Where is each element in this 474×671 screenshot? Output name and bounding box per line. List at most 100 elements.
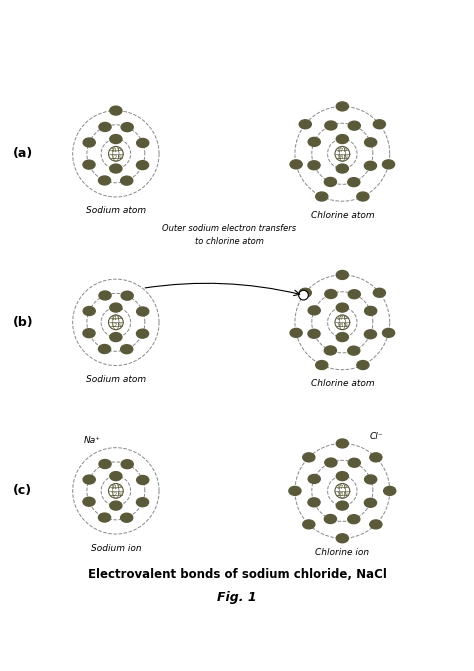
Text: (c): (c) <box>13 484 32 497</box>
Ellipse shape <box>99 344 110 354</box>
Ellipse shape <box>324 346 337 355</box>
Ellipse shape <box>383 486 396 495</box>
Ellipse shape <box>290 160 302 169</box>
Text: Sodium ion: Sodium ion <box>91 544 141 552</box>
Text: Chlorine atom: Chlorine atom <box>310 211 374 219</box>
Ellipse shape <box>308 161 320 170</box>
Ellipse shape <box>365 161 376 170</box>
Text: Na⁺: Na⁺ <box>83 436 100 445</box>
Ellipse shape <box>110 472 122 480</box>
Ellipse shape <box>121 460 133 468</box>
Ellipse shape <box>374 119 385 129</box>
Ellipse shape <box>303 520 315 529</box>
Ellipse shape <box>299 289 311 297</box>
Ellipse shape <box>383 160 394 169</box>
Ellipse shape <box>308 138 320 146</box>
Ellipse shape <box>336 472 348 480</box>
Ellipse shape <box>83 329 95 338</box>
Ellipse shape <box>383 328 394 338</box>
Ellipse shape <box>99 513 110 522</box>
Ellipse shape <box>110 333 122 342</box>
Ellipse shape <box>348 458 360 467</box>
Ellipse shape <box>365 307 377 315</box>
Ellipse shape <box>110 501 122 510</box>
Text: Fig. 1: Fig. 1 <box>217 590 257 604</box>
Text: Cl⁻: Cl⁻ <box>370 432 383 441</box>
Ellipse shape <box>357 360 369 370</box>
Circle shape <box>299 291 309 300</box>
Text: Sodium atom: Sodium atom <box>86 207 146 215</box>
Text: (a): (a) <box>13 148 33 160</box>
Ellipse shape <box>348 178 360 187</box>
Ellipse shape <box>121 176 133 185</box>
Ellipse shape <box>348 290 360 299</box>
Ellipse shape <box>137 160 148 170</box>
Ellipse shape <box>137 476 149 484</box>
Ellipse shape <box>324 515 337 523</box>
Ellipse shape <box>336 439 348 448</box>
Text: 11P
12N: 11P 12N <box>110 148 122 160</box>
Ellipse shape <box>137 329 148 338</box>
Text: Electrovalent bonds of sodium chloride, NaCl: Electrovalent bonds of sodium chloride, … <box>88 568 386 580</box>
Ellipse shape <box>121 123 133 132</box>
Ellipse shape <box>325 289 337 299</box>
Ellipse shape <box>336 102 348 111</box>
Ellipse shape <box>83 160 95 169</box>
Ellipse shape <box>336 333 348 342</box>
Text: 11P
12N: 11P 12N <box>110 485 122 497</box>
Ellipse shape <box>370 520 382 529</box>
Ellipse shape <box>99 123 111 132</box>
Ellipse shape <box>121 291 133 300</box>
Ellipse shape <box>83 475 95 484</box>
Text: Chlorine ion: Chlorine ion <box>315 548 369 557</box>
Ellipse shape <box>336 135 348 144</box>
Ellipse shape <box>365 329 376 339</box>
Ellipse shape <box>303 453 315 462</box>
Text: 17P
18N: 17P 18N <box>337 148 348 160</box>
Ellipse shape <box>336 303 348 312</box>
Text: Sodium atom: Sodium atom <box>86 375 146 384</box>
Ellipse shape <box>336 270 348 279</box>
Text: Outer sodium electron transfers
to chlorine atom: Outer sodium electron transfers to chlor… <box>162 225 296 246</box>
Ellipse shape <box>83 138 95 147</box>
Ellipse shape <box>121 513 133 522</box>
Text: 17P
18N: 17P 18N <box>337 485 348 497</box>
Ellipse shape <box>365 475 377 484</box>
Ellipse shape <box>324 177 337 187</box>
Ellipse shape <box>365 499 376 507</box>
Ellipse shape <box>348 346 360 355</box>
Ellipse shape <box>83 497 95 506</box>
Ellipse shape <box>374 289 385 297</box>
Ellipse shape <box>325 458 337 467</box>
Ellipse shape <box>110 135 122 144</box>
Ellipse shape <box>336 501 348 510</box>
Ellipse shape <box>357 192 369 201</box>
Text: 17P
18N: 17P 18N <box>337 316 348 328</box>
Ellipse shape <box>137 138 149 148</box>
Ellipse shape <box>316 360 328 370</box>
Text: Chlorine atom: Chlorine atom <box>310 379 374 389</box>
Ellipse shape <box>110 303 122 312</box>
Ellipse shape <box>110 106 122 115</box>
Ellipse shape <box>99 291 111 300</box>
Ellipse shape <box>137 498 148 507</box>
Ellipse shape <box>83 307 95 315</box>
Ellipse shape <box>336 534 348 543</box>
Ellipse shape <box>348 515 360 523</box>
Ellipse shape <box>325 121 337 130</box>
Ellipse shape <box>370 453 382 462</box>
Ellipse shape <box>99 176 110 185</box>
Ellipse shape <box>308 498 320 507</box>
Ellipse shape <box>290 328 302 338</box>
Ellipse shape <box>299 119 311 129</box>
Ellipse shape <box>121 345 133 354</box>
Ellipse shape <box>316 192 328 201</box>
Text: 11P
12N: 11P 12N <box>110 316 122 328</box>
Ellipse shape <box>308 306 320 315</box>
Ellipse shape <box>110 164 122 173</box>
Ellipse shape <box>289 486 301 495</box>
Ellipse shape <box>308 329 320 338</box>
Ellipse shape <box>137 307 149 316</box>
Ellipse shape <box>348 121 360 130</box>
Ellipse shape <box>308 474 320 483</box>
